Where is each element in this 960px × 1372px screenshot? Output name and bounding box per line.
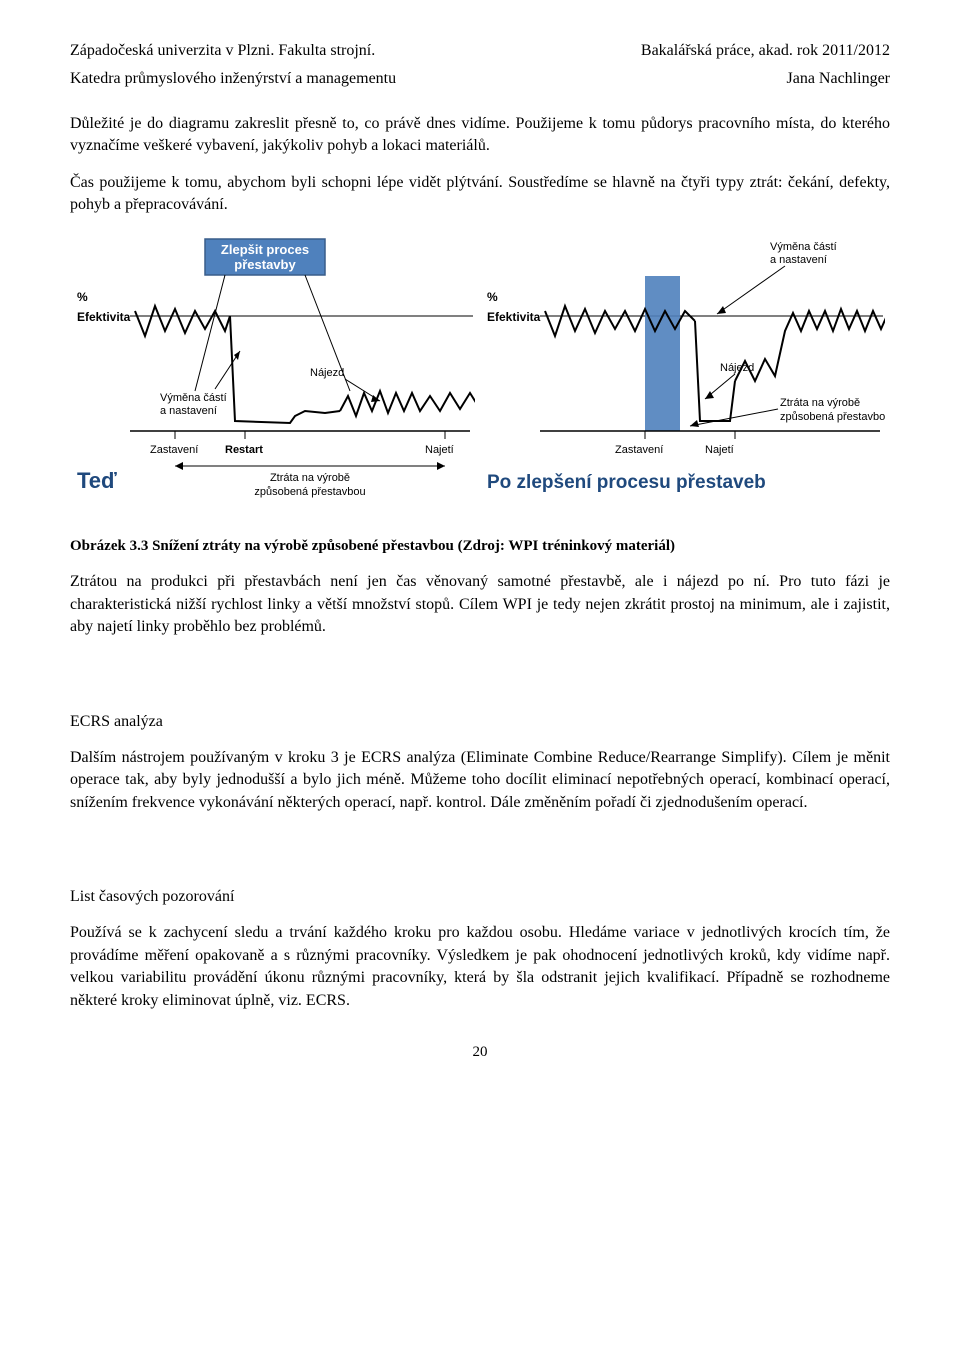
chart-left: Zlepšit proces přestavby % Efektivita bbox=[75, 236, 475, 516]
paragraph-4: Dalším nástrojem používaným v kroku 3 je… bbox=[70, 747, 890, 814]
svg-text:a nastavení: a nastavení bbox=[160, 405, 217, 417]
svg-text:Nájezd: Nájezd bbox=[720, 362, 754, 374]
chart-right: Výměna částí a nastavení % Efektivita bbox=[485, 236, 885, 516]
figure-caption: Obrázek 3.3 Snížení ztráty na výrobě způ… bbox=[70, 536, 890, 557]
paragraph-5: Používá se k zachycení sledu a trvání ka… bbox=[70, 922, 890, 1012]
svg-text:Teď: Teď bbox=[77, 468, 117, 493]
svg-text:Výměna částí: Výměna částí bbox=[160, 392, 227, 404]
figure-3-3: Zlepšit proces přestavby % Efektivita bbox=[70, 236, 890, 516]
svg-text:Efektivita: Efektivita bbox=[77, 310, 131, 324]
header-row-1: Západočeská univerzita v Plzni. Fakulta … bbox=[70, 40, 890, 62]
paragraph-2: Čas použijeme k tomu, abychom byli schop… bbox=[70, 172, 890, 217]
header-department: Katedra průmyslového inženýrství a manag… bbox=[70, 68, 396, 90]
header-row-2: Katedra průmyslového inženýrství a manag… bbox=[70, 68, 890, 90]
svg-text:Efektivita: Efektivita bbox=[487, 310, 541, 324]
section-list-title: List časových pozorování bbox=[70, 886, 890, 908]
section-ecrs-title: ECRS analýza bbox=[70, 711, 890, 733]
svg-text:Zastavení: Zastavení bbox=[615, 444, 663, 456]
page-number: 20 bbox=[70, 1042, 890, 1063]
header-author: Jana Nachlinger bbox=[786, 68, 890, 90]
svg-text:Najetí: Najetí bbox=[705, 444, 734, 456]
svg-text:Zlepšit proces: Zlepšit proces bbox=[221, 242, 309, 257]
svg-text:Zastavení: Zastavení bbox=[150, 444, 198, 456]
paragraph-1: Důležité je do diagramu zakreslit přesně… bbox=[70, 113, 890, 158]
header-university: Západočeská univerzita v Plzni. Fakulta … bbox=[70, 40, 375, 62]
svg-text:přestavby: přestavby bbox=[234, 257, 296, 272]
svg-text:Ztráta na výrobě: Ztráta na výrobě bbox=[270, 472, 350, 484]
svg-text:Najetí: Najetí bbox=[425, 444, 454, 456]
svg-text:Nájezd: Nájezd bbox=[310, 367, 344, 379]
svg-text:a nastavení: a nastavení bbox=[770, 254, 827, 266]
svg-text:způsobená přestavbou: způsobená přestavbou bbox=[780, 411, 885, 423]
svg-text:%: % bbox=[77, 290, 88, 304]
svg-text:Restart: Restart bbox=[225, 444, 263, 456]
svg-text:Po zlepšení procesu přestaveb: Po zlepšení procesu přestaveb bbox=[487, 472, 766, 493]
svg-text:způsobená přestavbou: způsobená přestavbou bbox=[254, 486, 365, 498]
header-thesis: Bakalářská práce, akad. rok 2011/2012 bbox=[641, 40, 890, 62]
svg-text:%: % bbox=[487, 290, 498, 304]
svg-text:Výměna částí: Výměna částí bbox=[770, 241, 837, 253]
svg-text:Ztráta na výrobě: Ztráta na výrobě bbox=[780, 397, 860, 409]
paragraph-3: Ztrátou na produkci při přestavbách není… bbox=[70, 571, 890, 638]
